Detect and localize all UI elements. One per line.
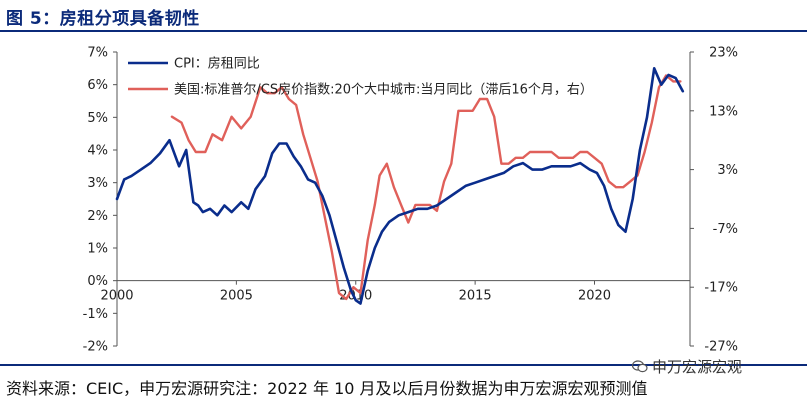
left-tick-label: 3% — [87, 176, 108, 191]
bottom-rule — [0, 364, 807, 366]
left-tick-label: 6% — [87, 78, 108, 93]
right-tick-label: 13% — [709, 104, 738, 119]
x-tick-label: 2015 — [459, 289, 492, 304]
left-tick-label: 0% — [87, 274, 108, 289]
x-tick-label: 2000 — [100, 289, 133, 304]
left-tick-label: -1% — [83, 307, 108, 322]
left-tick-label: 4% — [87, 144, 108, 159]
source-note: 资料来源：CEIC，申万宏源研究注：2022 年 10 月及以后月份数据为申万宏… — [6, 379, 648, 398]
left-tick-label: 5% — [87, 111, 108, 126]
left-tick-label: 2% — [87, 209, 108, 224]
left-tick-label: 7% — [87, 46, 108, 61]
line-chart: 7% 6% 5% 4% 3% 2% 1% 0% -1% -2% 23% 13% 3% -7% -17% -27… — [83, 46, 738, 355]
chart-axes: 7% 6% 5% 4% 3% 2% 1% 0% -1% -2% 23% 13% 3% -7% -17% -27… — [83, 46, 738, 355]
chart-lines — [115, 67, 685, 305]
x-tick-label: 2005 — [220, 289, 253, 304]
wechat-icon — [632, 360, 648, 373]
right-tick-label: -27% — [704, 340, 738, 355]
cpi-rent-line — [115, 67, 685, 305]
figure-title: 图 5：房租分项具备韧性 — [6, 9, 200, 29]
left-tick-label: -2% — [83, 340, 108, 355]
right-tick-label: -17% — [704, 281, 738, 296]
x-tick-label: 2020 — [578, 289, 611, 304]
right-tick-label: -7% — [713, 222, 738, 237]
left-tick-label: 1% — [87, 242, 108, 257]
chart-legend: CPI：房租同比美国:标准普尔/CS房价指数:20个大中城市:当月同比（滞后16… — [128, 56, 593, 98]
watermark: 申万宏源宏观 — [632, 356, 742, 377]
right-tick-label: 3% — [717, 163, 738, 178]
watermark-text: 申万宏源宏观 — [652, 358, 743, 376]
legend-label-cpi: CPI：房租同比 — [174, 56, 260, 72]
right-tick-label: 23% — [709, 46, 738, 61]
top-rule — [0, 30, 807, 32]
legend-label-cs: 美国:标准普尔/CS房价指数:20个大中城市:当月同比（滞后16个月，右） — [174, 82, 593, 98]
